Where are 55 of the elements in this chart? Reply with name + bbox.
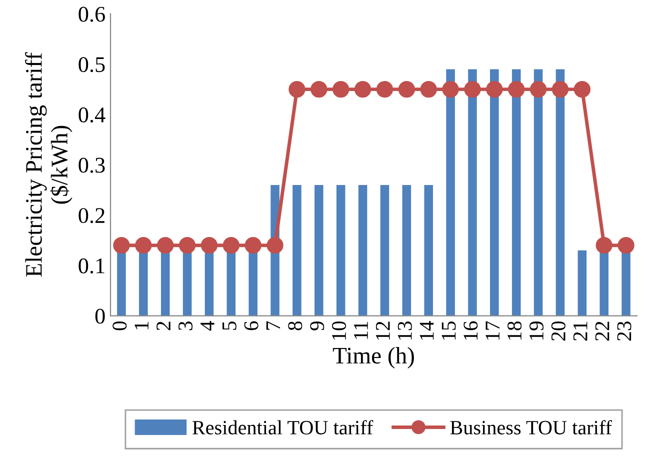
x-tick-label: 15: [442, 321, 456, 340]
x-axis-title: Time (h): [332, 347, 414, 368]
x-tick-label: 23: [617, 321, 632, 341]
bar: [468, 69, 477, 316]
bar: [314, 184, 324, 316]
bar: [160, 250, 170, 316]
x-tick-label: 11: [354, 322, 368, 339]
legend-label: Business TOU tariff: [450, 420, 612, 434]
bar: [248, 250, 258, 316]
x-tick-label: 19: [529, 322, 544, 340]
y-axis-title: Electricity Pricing tariff ($/kWh): [25, 52, 72, 277]
x-tick-label: 20: [551, 321, 566, 341]
y-tick-label: 0.4: [78, 107, 106, 123]
x-tick-label: 9: [310, 322, 324, 330]
x-tick-label: 13: [398, 321, 412, 340]
bar: [402, 184, 412, 316]
bar: [358, 184, 368, 316]
x-tick-label: 3: [178, 321, 192, 330]
x-tick-label: 6: [244, 321, 258, 330]
x-tick-label: 17: [486, 321, 500, 340]
bar: [424, 184, 433, 316]
y-tick-label: 0.3: [78, 158, 105, 173]
y-tick-label: 0.6: [78, 6, 105, 22]
bar: [336, 184, 346, 316]
bar: [292, 184, 302, 316]
bar: [182, 250, 192, 316]
x-tick-label: 4: [200, 320, 214, 331]
x-tick-label: 21: [573, 322, 588, 341]
y-tick-label: 0.1: [78, 258, 104, 274]
x-tick-label: 18: [508, 321, 522, 340]
x-tick-label: 8: [288, 321, 302, 330]
x-tick-label: 10: [332, 321, 346, 340]
bar: [204, 250, 214, 316]
bar: [380, 184, 390, 316]
x-tick-label: 16: [464, 321, 478, 340]
x-tick-label: 22: [595, 322, 610, 341]
x-tick-label: 2: [156, 322, 170, 330]
y-tick-label: 0.2: [78, 208, 104, 224]
bar: [556, 69, 565, 316]
bar: [226, 250, 236, 316]
bar: [490, 69, 499, 316]
bar: [534, 69, 543, 316]
bar: [600, 250, 608, 316]
x-tick-label: 12: [376, 322, 390, 340]
x-tick-label: 5: [222, 321, 236, 330]
x-tick-label: 0: [112, 321, 127, 330]
y-tick-label: 0.5: [78, 57, 105, 72]
x-tick-label: 14: [420, 320, 434, 340]
bar: [446, 69, 455, 316]
x-tick-label: 7: [266, 321, 280, 330]
bar: [578, 250, 587, 316]
bar: [512, 69, 521, 316]
x-tick-label: 1: [134, 322, 148, 330]
bar: [139, 250, 148, 316]
legend-label: Residential TOU tariff: [192, 420, 374, 434]
